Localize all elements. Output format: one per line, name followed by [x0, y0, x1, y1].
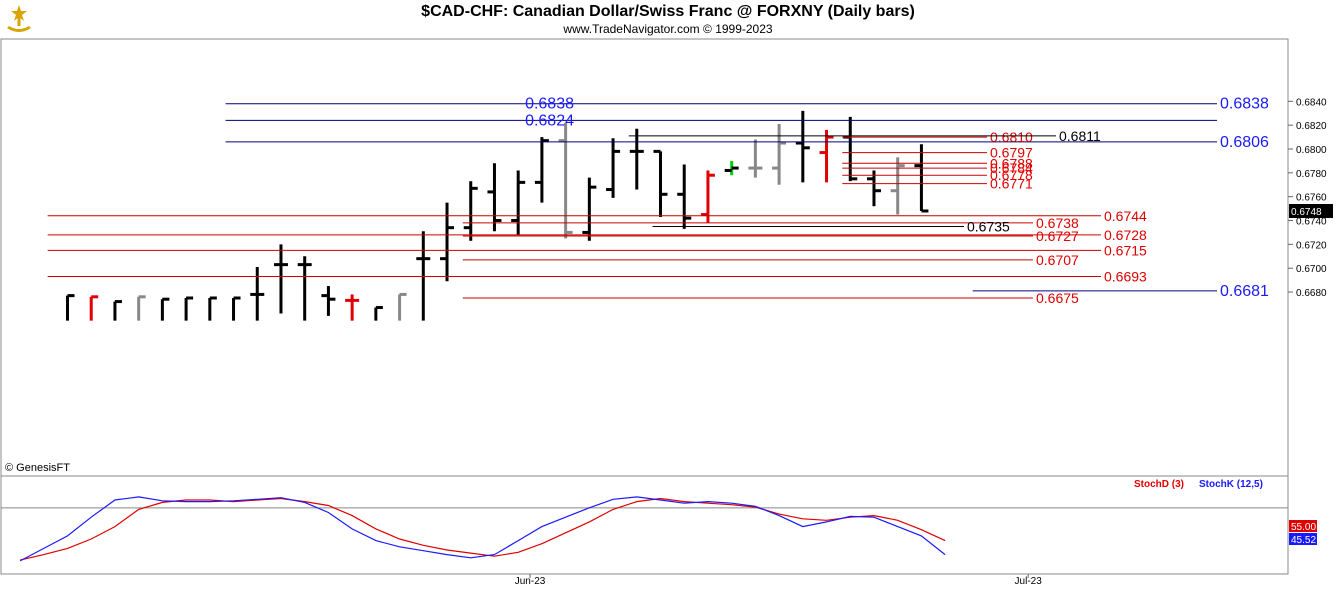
- level-label-0.6784: 0.6784: [990, 160, 1033, 176]
- price-bars-group: [66, 110, 929, 321]
- level-label-0.6810: 0.6810: [990, 129, 1033, 145]
- level-label-0.6727: 0.6727: [1036, 228, 1079, 244]
- level-label-0.6715: 0.6715: [1104, 242, 1147, 258]
- level-label-0.6811: 0.6811: [1059, 128, 1101, 144]
- copyright-label: © GenesisFT: [5, 462, 70, 474]
- price-axis-tick-label: 0.6780: [1296, 169, 1327, 180]
- level-label-0.6797: 0.6797: [990, 145, 1033, 161]
- price-panel: [0, 38, 1289, 477]
- stochd-readout-badge: [1289, 520, 1317, 532]
- last-price-label: 0.6748: [1291, 207, 1322, 218]
- chart-subtitle: www.TradeNavigator.com © 1999-2023: [563, 22, 773, 36]
- x-axis-label: Jun-23: [515, 576, 546, 587]
- level-label-left-0.6838: 0.6838: [525, 96, 574, 113]
- stochd-legend: StochD (3): [1134, 479, 1184, 490]
- level-label-0.6738: 0.6738: [1036, 215, 1079, 231]
- x-axis-label: Jul-23: [1015, 576, 1043, 587]
- stochastic-panel: [0, 475, 1289, 575]
- level-label-0.6838: 0.6838: [1220, 96, 1269, 113]
- level-label-0.6778: 0.6778: [990, 167, 1033, 183]
- stochk-line: [19, 496, 946, 562]
- level-label-0.6693: 0.6693: [1104, 269, 1147, 285]
- level-label-0.6681: 0.6681: [1220, 283, 1269, 300]
- stochk-readout: 45.52: [1291, 535, 1316, 546]
- price-axis-tick-label: 0.6800: [1296, 145, 1327, 156]
- level-label-0.6728: 0.6728: [1104, 227, 1147, 243]
- stochk-legend: StochK (12,5): [1199, 479, 1263, 490]
- stochk-readout-badge: [1289, 533, 1317, 545]
- level-label-0.6806: 0.6806: [1220, 134, 1269, 151]
- price-axis-tick-label: 0.6680: [1296, 288, 1327, 299]
- chart-title: $CAD-CHF: Canadian Dollar/Swiss Franc @ …: [421, 3, 915, 20]
- level-label-0.6707: 0.6707: [1036, 252, 1079, 268]
- level-label-0.6788: 0.6788: [990, 155, 1033, 171]
- stochd-readout: 55.00: [1291, 522, 1316, 533]
- price-axis-tick-label: 0.6740: [1296, 217, 1327, 228]
- level-label-left-0.6824: 0.6824: [525, 112, 574, 129]
- price-axis-tick-label: 0.6760: [1296, 193, 1327, 204]
- price-axis-tick-label: 0.6700: [1296, 264, 1327, 275]
- level-label-0.6675: 0.6675: [1036, 290, 1079, 306]
- level-label-0.6771: 0.6771: [990, 176, 1033, 192]
- price-axis-tick-label: 0.6820: [1296, 121, 1327, 132]
- level-label-0.6735: 0.6735: [967, 218, 1010, 234]
- price-axis-tick-label: 0.6840: [1296, 97, 1327, 108]
- level-label-0.6744: 0.6744: [1104, 208, 1147, 224]
- tradenavigator-logo: [2, 2, 36, 36]
- price-axis-tick-label: 0.6720: [1296, 240, 1327, 251]
- last-price-badge: [1289, 203, 1333, 218]
